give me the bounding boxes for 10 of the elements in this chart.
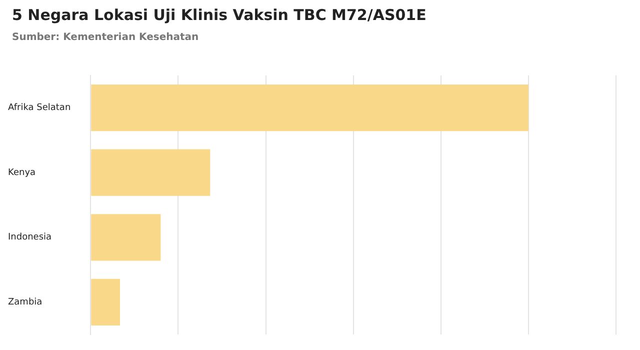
- y-tick-label: Kenya: [8, 168, 36, 178]
- bar: [91, 214, 161, 261]
- bar: [91, 278, 120, 326]
- chart-subtitle: Sumber: Kementerian Kesehatan: [12, 32, 199, 43]
- chart-title: 5 Negara Lokasi Uji Klinis Vaksin TBC M72/AS01E: [12, 6, 426, 24]
- bar: [91, 149, 210, 196]
- y-tick-label: Afrika Selatan: [8, 103, 71, 114]
- bar: [91, 84, 528, 132]
- y-tick-label: Indonesia: [8, 232, 52, 243]
- y-tick-label: Zambia: [8, 298, 42, 308]
